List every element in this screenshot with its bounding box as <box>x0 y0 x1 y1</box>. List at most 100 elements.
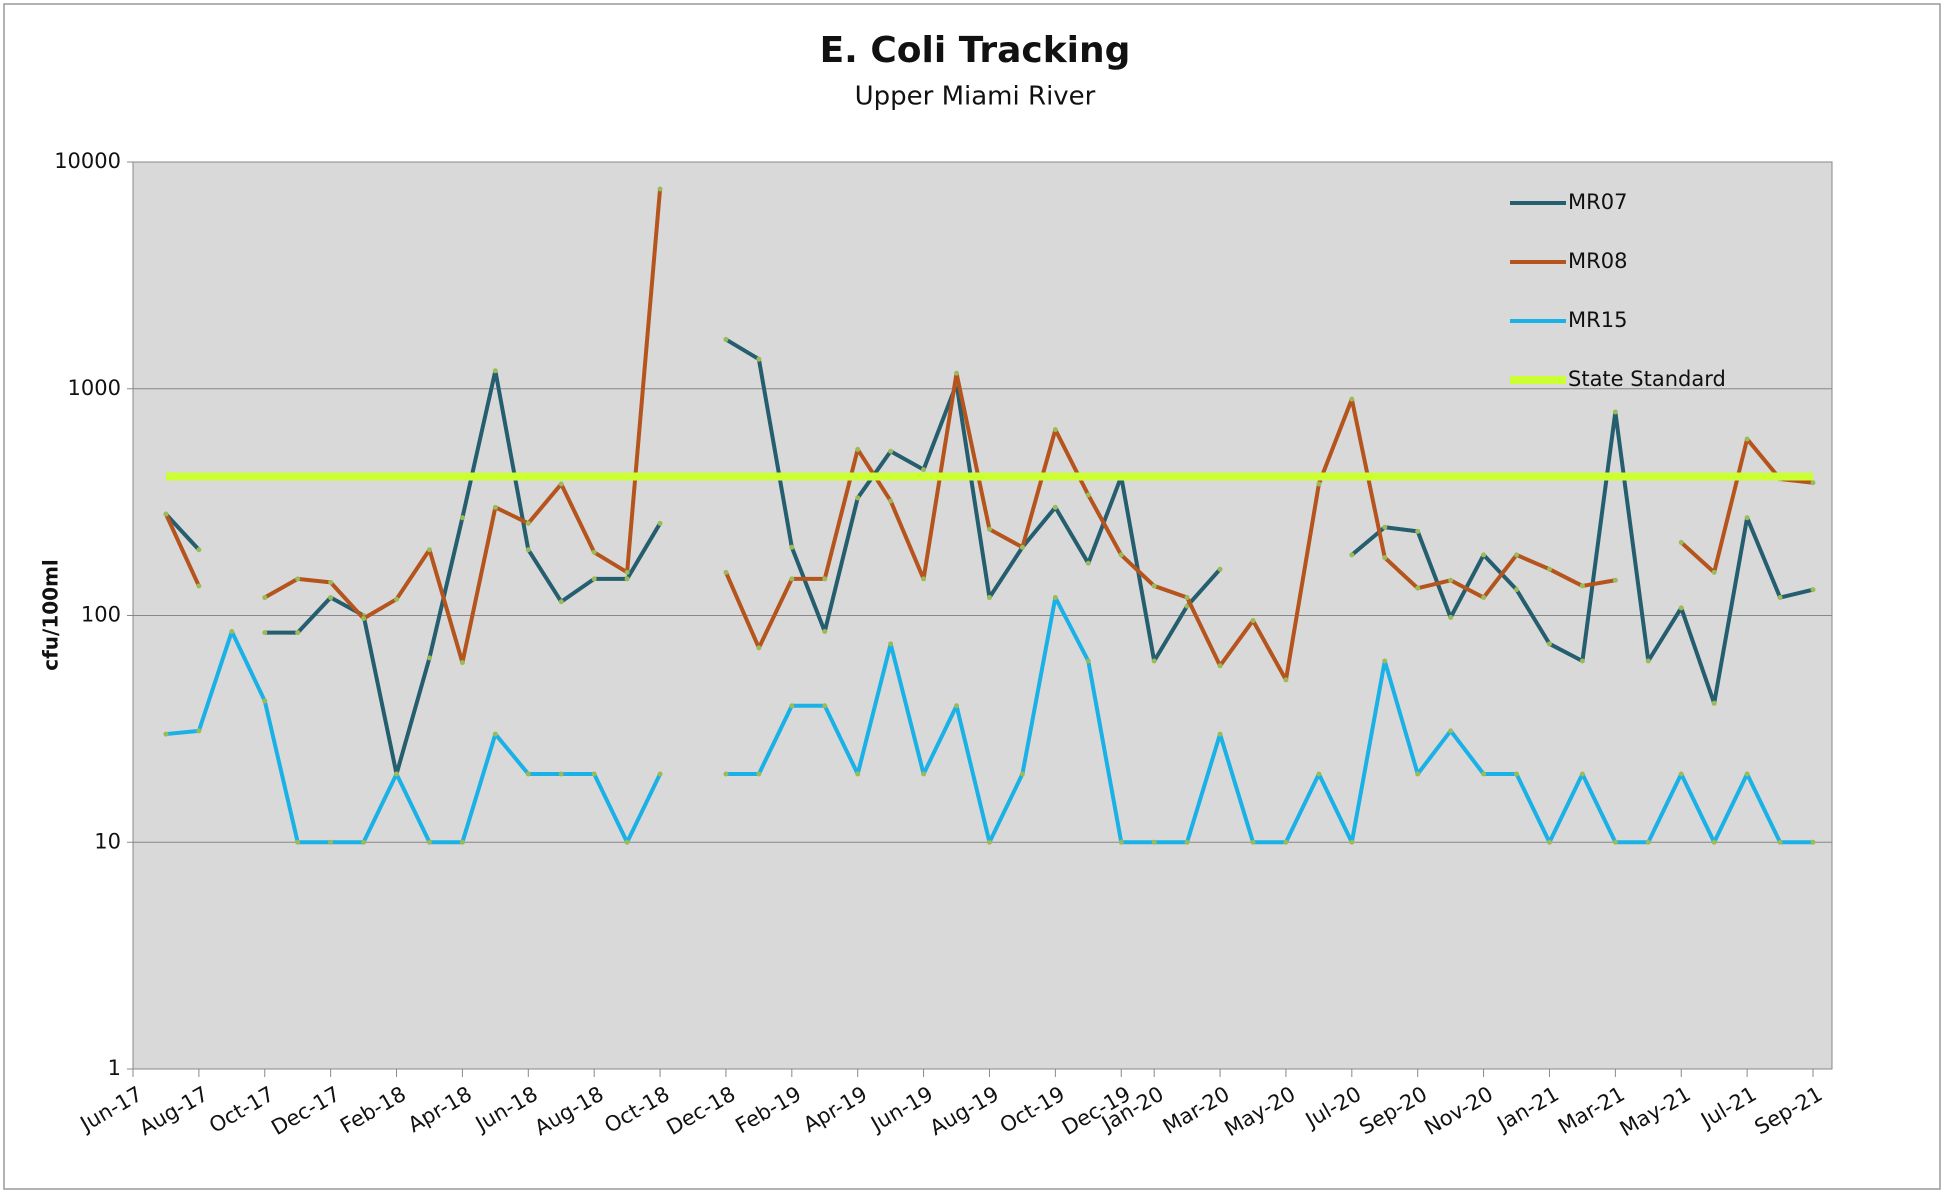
point-marker <box>1151 583 1157 589</box>
point-marker <box>328 839 334 845</box>
point-marker <box>657 186 663 192</box>
point-marker <box>789 544 795 550</box>
point-marker <box>1151 658 1157 664</box>
point-marker <box>1118 552 1124 558</box>
point-marker <box>196 547 202 553</box>
point-marker <box>1810 839 1816 845</box>
point-marker <box>394 596 400 602</box>
point-marker <box>986 595 992 601</box>
point-marker <box>1481 595 1487 601</box>
y-tick-label: 1000 <box>68 376 121 400</box>
point-marker <box>921 771 927 777</box>
point-marker <box>1744 436 1750 442</box>
point-marker <box>855 446 861 452</box>
legend-label: State Standard <box>1568 367 1726 391</box>
point-marker <box>1217 566 1223 572</box>
point-marker <box>921 467 927 473</box>
point-marker <box>1217 731 1223 737</box>
point-marker <box>1546 641 1552 647</box>
point-marker <box>1184 595 1190 601</box>
point-marker <box>1744 515 1750 521</box>
point-marker <box>1777 839 1783 845</box>
legend-label: MR15 <box>1568 308 1627 332</box>
point-marker <box>1711 839 1717 845</box>
point-marker <box>229 629 235 635</box>
point-marker <box>1184 839 1190 845</box>
point-marker <box>1711 700 1717 706</box>
point-marker <box>1481 552 1487 558</box>
point-marker <box>1612 577 1618 583</box>
point-marker <box>624 569 630 575</box>
point-marker <box>1546 839 1552 845</box>
y-tick-label: 100 <box>81 603 121 627</box>
point-marker <box>1810 587 1816 593</box>
point-marker <box>1052 595 1058 601</box>
point-marker <box>459 839 465 845</box>
point-marker <box>855 495 861 501</box>
point-marker <box>822 576 828 582</box>
point-marker <box>1612 409 1618 415</box>
point-marker <box>1711 569 1717 575</box>
point-marker <box>426 655 432 661</box>
point-marker <box>328 595 334 601</box>
point-marker <box>525 547 531 553</box>
point-marker <box>756 771 762 777</box>
point-marker <box>1579 658 1585 664</box>
point-marker <box>1085 492 1091 498</box>
point-marker <box>1579 771 1585 777</box>
point-marker <box>1019 544 1025 550</box>
point-marker <box>1678 771 1684 777</box>
point-marker <box>921 576 927 582</box>
point-marker <box>558 771 564 777</box>
point-marker <box>262 630 268 636</box>
point-marker <box>1612 839 1618 845</box>
point-marker <box>1283 677 1289 683</box>
point-marker <box>888 641 894 647</box>
point-marker <box>1678 539 1684 545</box>
point-marker <box>822 629 828 635</box>
point-marker <box>262 595 268 601</box>
point-marker <box>1250 618 1256 624</box>
point-marker <box>1217 663 1223 669</box>
point-marker <box>492 368 498 374</box>
point-marker <box>1316 481 1322 487</box>
point-marker <box>1184 603 1190 609</box>
point-marker <box>789 576 795 582</box>
point-marker <box>1415 528 1421 534</box>
point-marker <box>591 771 597 777</box>
legend-label: MR08 <box>1568 249 1627 273</box>
point-marker <box>1019 771 1025 777</box>
point-marker <box>822 703 828 709</box>
point-marker <box>1810 480 1816 486</box>
point-marker <box>1151 839 1157 845</box>
point-marker <box>1415 771 1421 777</box>
point-marker <box>1481 771 1487 777</box>
point-marker <box>888 498 894 504</box>
point-marker <box>163 511 169 517</box>
point-marker <box>756 645 762 651</box>
point-marker <box>492 504 498 510</box>
point-marker <box>1382 658 1388 664</box>
point-marker <box>954 370 960 376</box>
point-marker <box>624 839 630 845</box>
chart-subtitle: Upper Miami River <box>855 82 1096 112</box>
point-marker <box>723 569 729 575</box>
point-marker <box>1777 595 1783 601</box>
point-marker <box>196 728 202 734</box>
y-tick-label: 10000 <box>54 149 121 173</box>
point-marker <box>1645 839 1651 845</box>
point-marker <box>1678 605 1684 611</box>
point-marker <box>1052 504 1058 510</box>
point-marker <box>196 583 202 589</box>
point-marker <box>1744 771 1750 777</box>
point-marker <box>525 520 531 526</box>
point-marker <box>1546 566 1552 572</box>
point-marker <box>986 839 992 845</box>
point-marker <box>1382 555 1388 561</box>
point-marker <box>1514 771 1520 777</box>
point-marker <box>1448 614 1454 620</box>
point-marker <box>1514 552 1520 558</box>
point-marker <box>163 731 169 737</box>
point-marker <box>525 771 531 777</box>
point-marker <box>855 771 861 777</box>
